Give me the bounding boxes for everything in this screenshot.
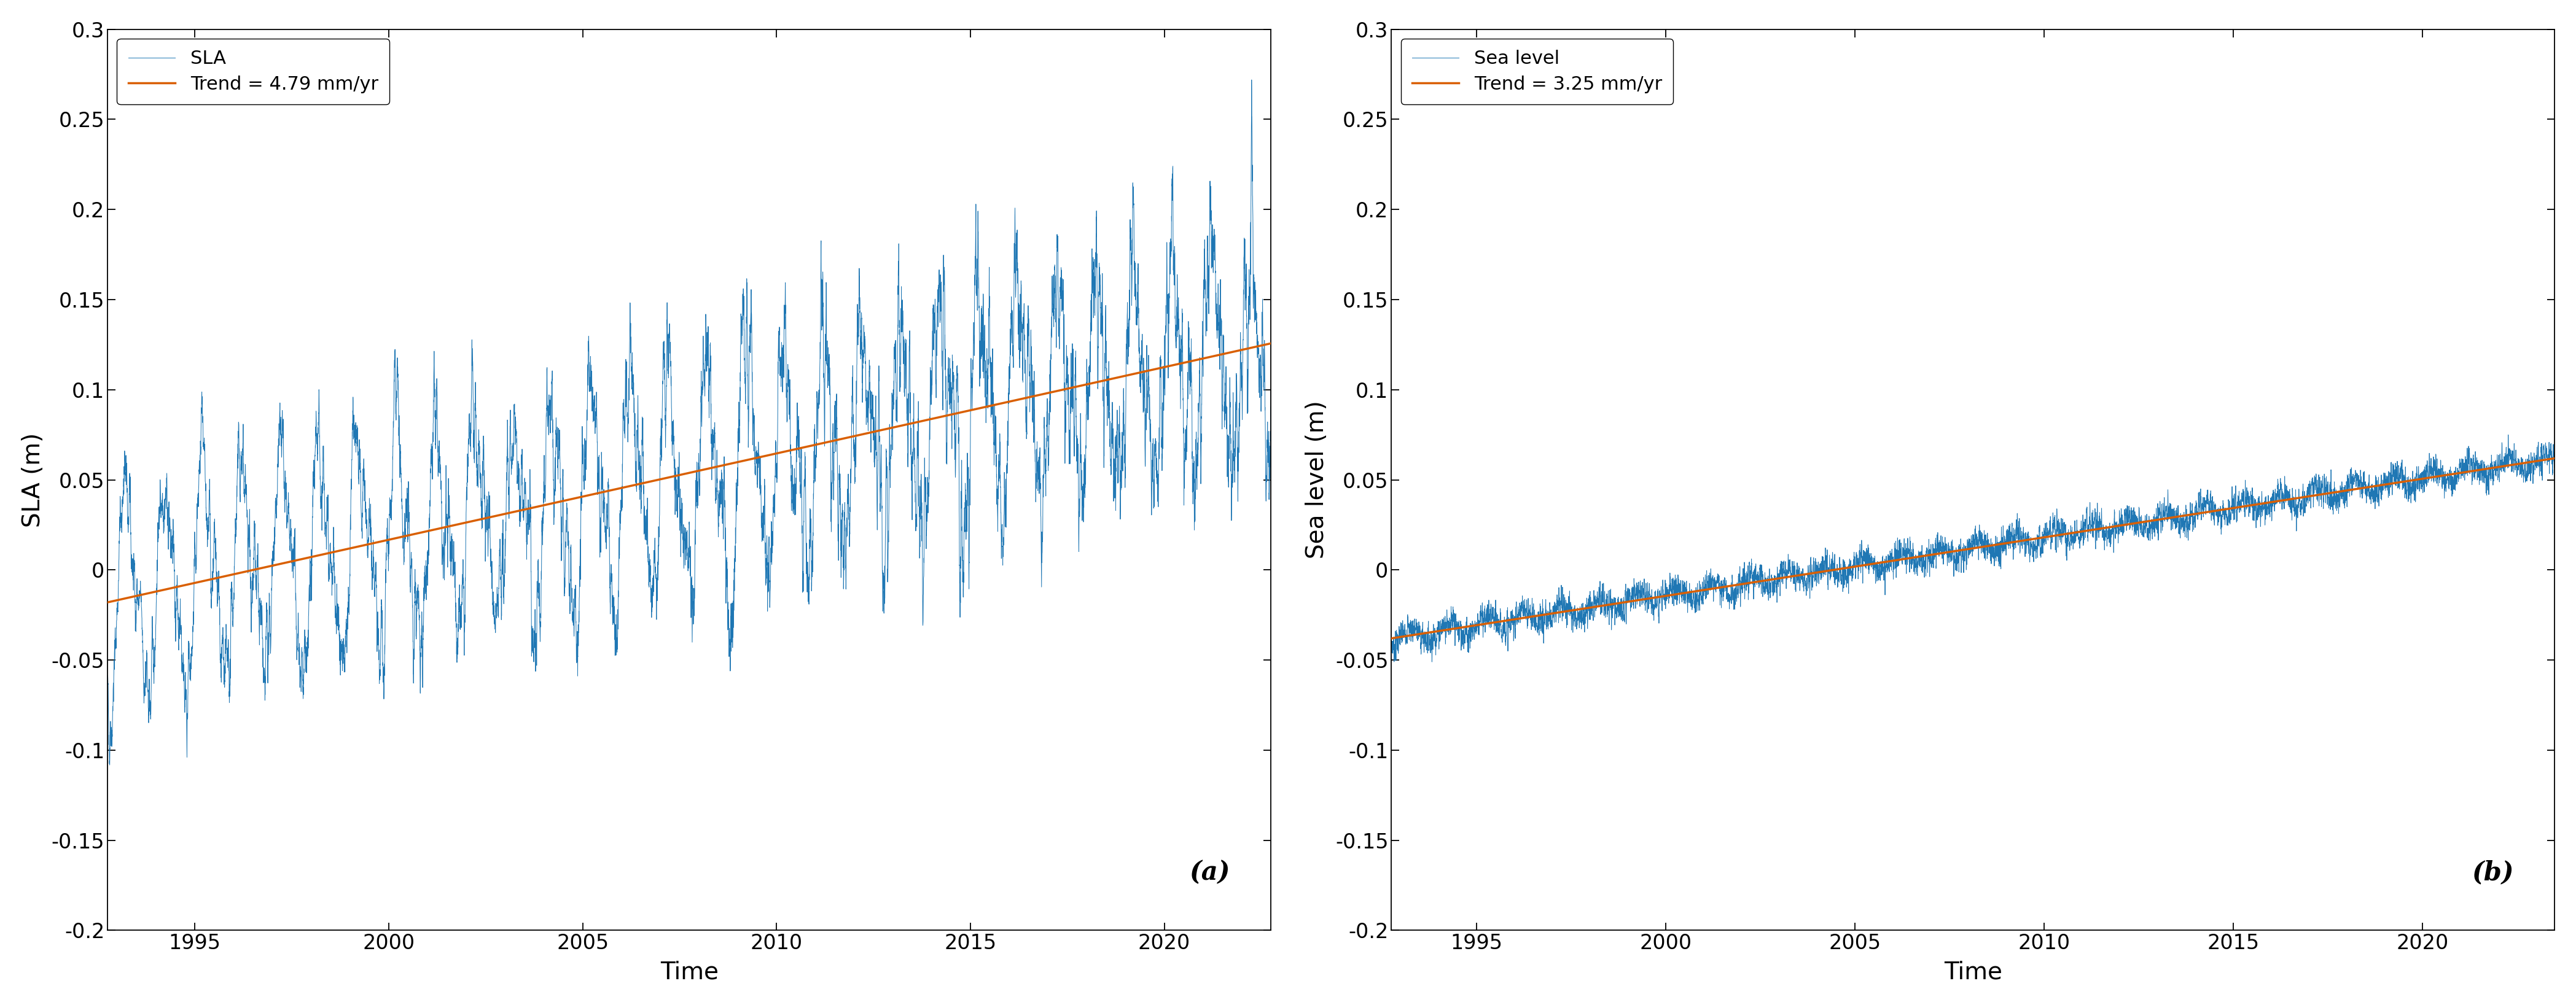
Sea level [2267, 482, 2298, 494]
Sea level [2321, 501, 2352, 514]
SLA [93, 669, 124, 681]
Line: Trend = 3.25 mm/yr: Trend = 3.25 mm/yr [1391, 458, 2555, 638]
Trend = 3.25 mm/yr [2321, 486, 2352, 498]
X-axis label: Time: Time [659, 961, 719, 984]
Trend = 3.25 mm/yr [2540, 452, 2571, 464]
SLA [368, 678, 399, 690]
Text: (b): (b) [2473, 859, 2514, 885]
Trend = 4.79 mm/yr [93, 596, 124, 608]
Sea level [2045, 524, 2076, 536]
Y-axis label: Sea level (m): Sea level (m) [1306, 401, 1329, 559]
Line: Trend = 4.79 mm/yr: Trend = 4.79 mm/yr [108, 344, 1270, 602]
Trend = 3.25 mm/yr [2267, 494, 2298, 507]
Trend = 4.79 mm/yr [307, 549, 337, 561]
Trend = 4.79 mm/yr [1182, 354, 1213, 366]
SLA [407, 642, 438, 654]
Legend: Sea level, Trend = 3.25 mm/yr: Sea level, Trend = 3.25 mm/yr [1401, 38, 1674, 105]
SLA [95, 759, 126, 771]
Trend = 3.25 mm/yr [2311, 487, 2342, 499]
Sea level [1891, 552, 1922, 564]
SLA [307, 475, 337, 487]
Sea level [2311, 496, 2342, 509]
Trend = 3.25 mm/yr [2045, 529, 2076, 541]
Trend = 3.25 mm/yr [1440, 622, 1471, 634]
Trend = 4.79 mm/yr [556, 493, 587, 506]
Text: (a): (a) [1190, 859, 1231, 885]
Line: Sea level: Sea level [1391, 435, 2555, 662]
Trend = 4.79 mm/yr [1092, 374, 1123, 386]
Line: SLA: SLA [108, 79, 1270, 765]
SLA [1236, 73, 1267, 85]
Sea level [2540, 446, 2571, 458]
Trend = 4.79 mm/yr [368, 535, 399, 547]
SLA [1092, 393, 1123, 405]
Sea level [2494, 429, 2524, 441]
Trend = 4.79 mm/yr [1255, 338, 1285, 350]
Trend = 3.25 mm/yr [1888, 553, 1919, 565]
Legend: SLA, Trend = 4.79 mm/yr: SLA, Trend = 4.79 mm/yr [116, 38, 389, 105]
SLA [1255, 385, 1285, 397]
Trend = 3.25 mm/yr [1376, 632, 1406, 644]
SLA [1182, 448, 1213, 460]
Sea level [1417, 656, 1448, 668]
X-axis label: Time: Time [1945, 961, 2002, 984]
Trend = 4.79 mm/yr [407, 527, 438, 539]
SLA [556, 583, 587, 595]
Y-axis label: SLA (m): SLA (m) [21, 432, 44, 528]
Sea level [1376, 634, 1406, 646]
Sea level [1440, 624, 1471, 636]
